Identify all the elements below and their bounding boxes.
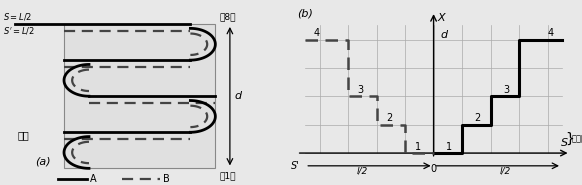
Text: X: X [437, 13, 445, 23]
Text: S: S [560, 138, 567, 148]
Text: S': S' [290, 161, 300, 171]
Text: l/2: l/2 [499, 166, 510, 176]
Text: 1: 1 [415, 142, 421, 152]
Text: 0: 0 [431, 164, 436, 174]
Text: A: A [90, 174, 97, 184]
Text: 4: 4 [548, 28, 553, 38]
Text: 2: 2 [386, 113, 392, 123]
Text: 第1层: 第1层 [220, 171, 236, 180]
Text: $S = L/2$: $S = L/2$ [3, 11, 32, 22]
Text: 3: 3 [503, 85, 509, 95]
Text: 3: 3 [358, 85, 364, 95]
Text: 光纤直径: 光纤直径 [572, 134, 582, 143]
Text: $S' = L/2$: $S' = L/2$ [3, 25, 35, 36]
Text: (a): (a) [35, 157, 51, 166]
Text: (b): (b) [297, 9, 313, 19]
Text: d: d [441, 30, 448, 40]
Text: 1: 1 [446, 142, 452, 152]
Text: 2: 2 [475, 113, 481, 123]
Bar [64, 24, 215, 168]
Text: 4: 4 [314, 28, 320, 38]
Text: B: B [163, 174, 170, 184]
Text: 第8层: 第8层 [220, 12, 236, 21]
Text: 中点: 中点 [17, 130, 29, 140]
Text: }: } [565, 132, 574, 146]
Text: l/2: l/2 [357, 166, 368, 176]
Text: d: d [234, 91, 242, 101]
